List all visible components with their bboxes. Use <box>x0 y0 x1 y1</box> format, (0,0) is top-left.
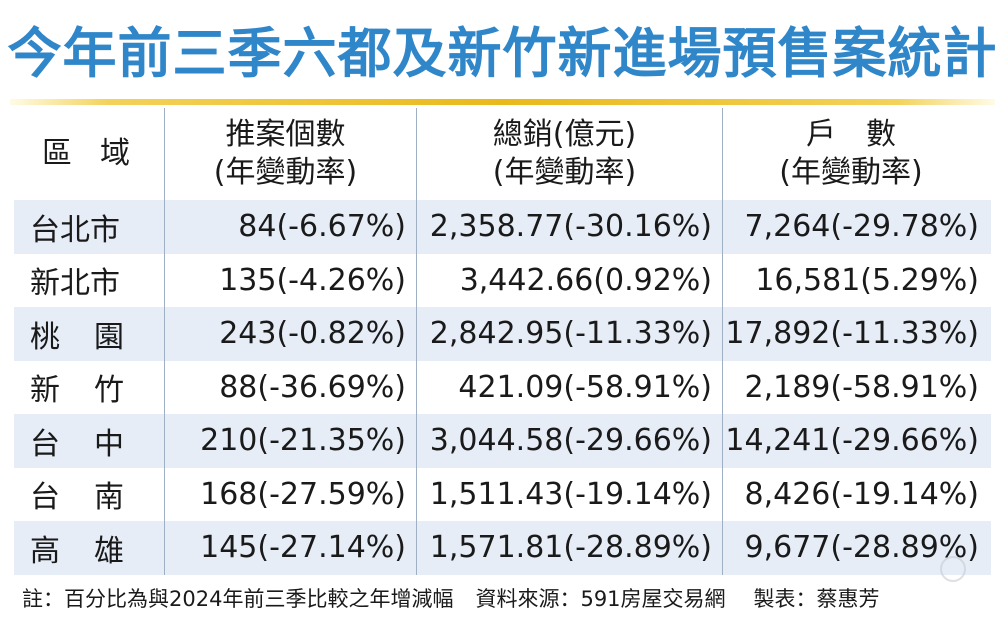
region-value: 台南 <box>30 480 158 516</box>
title-underline-rule <box>10 99 995 105</box>
table-row: 台中 210(-21.35%) 3,044.58(-29.66%) 14,241(-2… <box>14 414 991 468</box>
sales-value: 421.09(-58.91%) <box>458 369 712 405</box>
region-value: 桃園 <box>30 319 158 355</box>
table-row: 桃園 243(-0.82%) 2,842.95(-11.33%) 17,892(-11… <box>14 307 991 361</box>
table-row: 新北市 135(-4.26%) 3,442.66(0.92%) 16,581(5.29… <box>14 253 991 308</box>
footer-note: 註：百分比為與2024年前三季比較之年增減幅 <box>22 587 454 611</box>
units-value: 2,189(-58.91%) <box>744 369 979 405</box>
region-value: 台北市 <box>30 212 120 248</box>
units-value: 9,677(-28.89%) <box>744 530 979 566</box>
region-cell: 高雄 <box>14 521 164 575</box>
table-header-row: 區域 推案個數 (年變動率) 總銷(億元) (年變動率) 戶 數 (年變動率) <box>14 108 991 200</box>
cases-cell: 135(-4.26%) <box>164 253 416 307</box>
units-cell: 8,426(-19.14%) <box>722 467 991 521</box>
sales-cell: 1,571.81(-28.89%) <box>416 521 722 575</box>
sales-cell: 2,358.77(-30.16%) <box>416 200 722 254</box>
table-row: 台南 168(-27.59%) 1,511.43(-19.14%) 8,426(-19… <box>14 467 991 522</box>
units-cell: 17,892(-11.33%) <box>722 307 991 361</box>
units-value: 16,581(5.29%) <box>755 262 979 298</box>
statistics-table: 區域 推案個數 (年變動率) 總銷(億元) (年變動率) 戶 數 (年變動率) … <box>14 108 991 578</box>
region-cell: 新竹 <box>14 361 164 415</box>
sales-cell: 2,842.95(-11.33%) <box>416 307 722 361</box>
units-value: 17,892(-11.33%) <box>725 316 979 352</box>
region-cell: 台中 <box>14 414 164 468</box>
header-cases-cell: 推案個數 (年變動率) <box>164 108 416 200</box>
cases-value: 168(-27.59%) <box>200 476 406 512</box>
region-cell: 桃園 <box>14 307 164 361</box>
units-cell: 16,581(5.29%) <box>722 253 991 307</box>
sales-value: 2,842.95(-11.33%) <box>429 316 712 352</box>
footer: 註：百分比為與2024年前三季比較之年增減幅 資料來源：591房屋交易網 製表：蔡惠… <box>22 582 987 616</box>
cases-value: 88(-36.69%) <box>219 369 406 405</box>
cases-cell: 168(-27.59%) <box>164 467 416 521</box>
table-row: 高雄 145(-27.14%) 1,571.81(-28.89%) 9,677(-28… <box>14 521 991 575</box>
units-cell: 2,189(-58.91%) <box>722 360 991 414</box>
cases-cell: 84(-6.67%) <box>164 200 416 254</box>
footer-source: 資料來源：591房屋交易網 <box>475 587 726 611</box>
header-sales-cell: 總銷(億元) (年變動率) <box>416 108 722 200</box>
cases-value: 145(-27.14%) <box>200 530 406 566</box>
header-cases: 推案個數 (年變動率) <box>213 117 358 190</box>
cases-value: 84(-6.67%) <box>238 209 406 245</box>
header-units-cell: 戶 數 (年變動率) <box>722 108 991 200</box>
sales-cell: 3,044.58(-29.66%) <box>416 414 722 468</box>
units-value: 14,241(-29.66%) <box>725 423 979 459</box>
units-value: 8,426(-19.14%) <box>744 476 979 512</box>
header-region: 區域 <box>42 136 158 171</box>
table-row: 台北市 84(-6.67%) 2,358.77(-30.16%) 7,264(-29.… <box>14 200 991 254</box>
cases-cell: 210(-21.35%) <box>164 414 416 468</box>
cases-cell: 243(-0.82%) <box>164 307 416 361</box>
header-region-cell: 區域 <box>14 108 164 200</box>
units-cell: 9,677(-28.89%) <box>722 521 991 575</box>
cases-cell: 145(-27.14%) <box>164 521 416 575</box>
header-sales: 總銷(億元) (年變動率) <box>492 117 637 190</box>
watermark-icon <box>940 556 966 582</box>
sales-value: 1,571.81(-28.89%) <box>429 530 712 566</box>
footer-credit: 製表：蔡惠芳 <box>753 587 880 611</box>
region-cell: 台南 <box>14 468 164 522</box>
sales-value: 2,358.77(-30.16%) <box>429 209 712 245</box>
units-cell: 14,241(-29.66%) <box>722 414 991 468</box>
cases-value: 243(-0.82%) <box>219 316 406 352</box>
units-value: 7,264(-29.78%) <box>744 209 979 245</box>
region-value: 新竹 <box>30 373 158 409</box>
region-cell: 台北市 <box>14 200 164 254</box>
sales-value: 3,044.58(-29.66%) <box>429 423 712 459</box>
region-cell: 新北市 <box>14 254 164 308</box>
sales-cell: 3,442.66(0.92%) <box>416 253 722 307</box>
region-value: 高雄 <box>30 533 158 569</box>
sales-value: 1,511.43(-19.14%) <box>429 476 712 512</box>
table-row: 新竹 88(-36.69%) 421.09(-58.91%) 2,189(-58.91… <box>14 360 991 415</box>
units-cell: 7,264(-29.78%) <box>722 200 991 254</box>
sales-cell: 1,511.43(-19.14%) <box>416 467 722 521</box>
region-value: 新北市 <box>30 266 120 302</box>
region-value: 台中 <box>30 426 158 462</box>
cases-value: 135(-4.26%) <box>219 262 406 298</box>
sales-value: 3,442.66(0.92%) <box>459 262 712 298</box>
sales-cell: 421.09(-58.91%) <box>416 360 722 414</box>
header-units: 戶 數 (年變動率) <box>779 117 923 190</box>
cases-cell: 88(-36.69%) <box>164 360 416 414</box>
page-title: 今年前三季六都及新竹新進場預售案統計 <box>7 22 998 85</box>
cases-value: 210(-21.35%) <box>200 423 406 459</box>
